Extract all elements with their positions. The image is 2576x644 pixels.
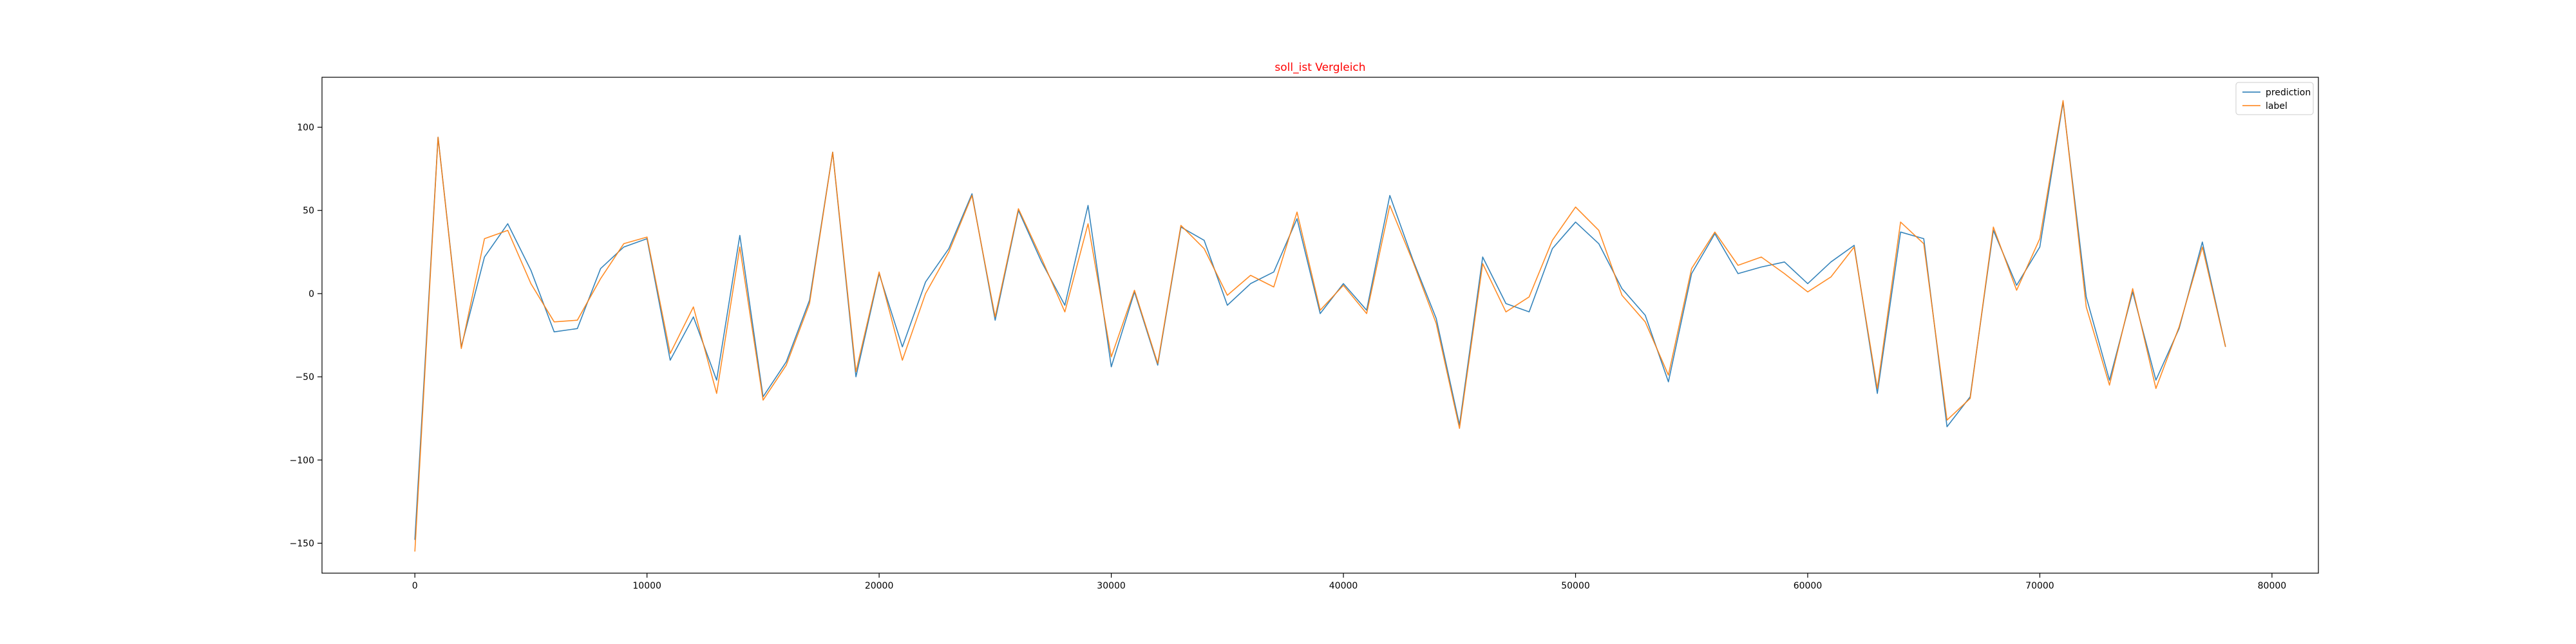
x-axis: 0 10000 20000 30000 40000 50000 60000 70000 8000… — [412, 573, 2286, 591]
y-tick-label: −100 — [290, 455, 314, 466]
x-tick-label: 70000 — [2025, 581, 2054, 591]
y-tick-label: 100 — [297, 123, 314, 133]
y-tick-label: −150 — [290, 538, 314, 549]
series-line-label — [414, 100, 2226, 552]
y-tick-label: −50 — [295, 372, 314, 383]
x-tick-label: 50000 — [1561, 581, 1590, 591]
x-tick-label: 30000 — [1097, 581, 1126, 591]
legend-label-label: label — [2266, 101, 2287, 111]
legend-box — [2235, 82, 2314, 115]
series-layer — [414, 100, 2226, 552]
x-tick-label: 40000 — [1329, 581, 1358, 591]
y-tick-label: 0 — [308, 289, 314, 299]
x-tick-label: 0 — [412, 581, 418, 591]
series-line-prediction — [414, 102, 2226, 540]
y-tick-label: 50 — [303, 206, 314, 216]
y-axis: −150 −100 −50 0 50 100 — [290, 123, 322, 549]
plot-frame — [321, 77, 2319, 574]
chart-title: soll_ist Vergleich — [1274, 61, 1365, 74]
legend: prediction label — [2235, 82, 2314, 115]
x-tick-label: 80000 — [2258, 581, 2287, 591]
legend-label-prediction: prediction — [2266, 88, 2311, 98]
x-tick-label: 20000 — [865, 581, 894, 591]
x-tick-label: 60000 — [1794, 581, 1823, 591]
x-tick-label: 10000 — [632, 581, 661, 591]
